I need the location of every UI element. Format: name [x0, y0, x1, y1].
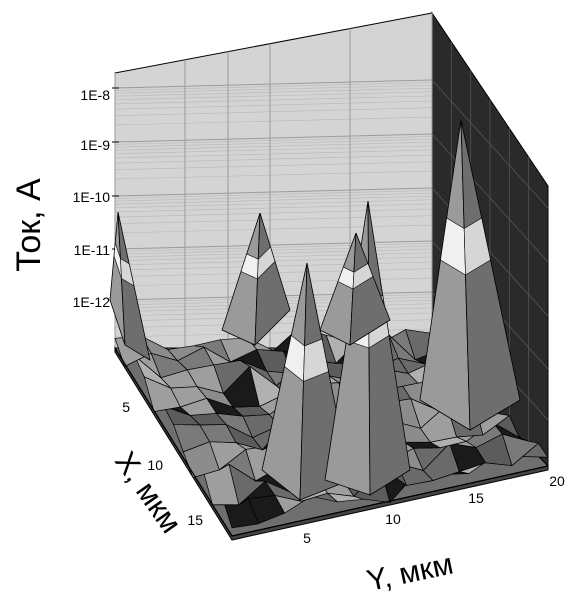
grid-line — [114, 79, 433, 89]
grid-line — [431, 133, 549, 263]
box-edge — [114, 347, 233, 537]
grid-line — [114, 240, 433, 250]
grid-line — [114, 170, 433, 180]
z-tick-label: 1E-10 — [73, 189, 111, 205]
grid-line — [114, 149, 433, 159]
z-axis-title: Ток, А — [10, 178, 48, 272]
grid-line — [114, 133, 433, 143]
peak-highlight — [120, 258, 135, 287]
grid-line — [114, 187, 433, 197]
grid-line — [114, 100, 433, 110]
y-axis-title: Y, мкм — [364, 548, 456, 598]
grid-line — [114, 145, 433, 155]
grid-line — [114, 195, 433, 205]
grid-line — [114, 141, 433, 151]
x-tick-label: 10 — [147, 457, 163, 473]
grid-line — [114, 199, 433, 209]
grid-line — [114, 208, 433, 218]
grid-line — [114, 116, 433, 126]
x-tick-label: 5 — [122, 399, 130, 415]
box-edge — [231, 465, 549, 537]
y-tick-labels: 5 10 15 20 — [303, 473, 565, 546]
back-wall-grid — [112, 13, 549, 447]
y-tick-label: 20 — [549, 473, 565, 489]
z-tick-label: 1E-9 — [80, 137, 110, 153]
grid-line — [114, 243, 433, 252]
grid-line — [114, 138, 433, 148]
grid-line — [114, 154, 433, 164]
z-tick-label: 1E-12 — [73, 294, 111, 310]
grid-line — [114, 91, 433, 101]
grid-line — [114, 84, 433, 94]
peak-highlight — [257, 246, 276, 280]
grid-line — [114, 95, 433, 105]
grid-line — [114, 136, 433, 145]
z-tick-label: 1E-8 — [80, 87, 110, 103]
x-tick-labels: 5 10 15 — [122, 399, 203, 528]
grid-line — [114, 215, 433, 225]
y-tick-label: 15 — [468, 490, 484, 506]
peak-highlight — [303, 338, 329, 382]
peak-highlight — [463, 217, 491, 276]
peak-highlight — [352, 263, 374, 290]
grid-line — [114, 87, 433, 97]
grid-line — [114, 161, 433, 171]
grid-line — [114, 190, 433, 199]
grid-line — [114, 224, 433, 234]
peaks — [109, 119, 549, 537]
grid-line — [114, 107, 433, 117]
grid-line — [114, 248, 433, 258]
grid-line — [431, 79, 549, 209]
grid-line — [114, 203, 433, 213]
x-tick-label: 15 — [187, 512, 203, 528]
grid-line — [114, 192, 433, 202]
y-tick-label: 5 — [303, 530, 311, 546]
z-tick-label: 1E-11 — [74, 242, 111, 258]
grid-line — [114, 245, 433, 255]
z-tick-labels: 1E-8 1E-9 1E-10 1E-11 1E-12 — [73, 87, 111, 310]
y-tick-label: 10 — [385, 511, 401, 527]
grid-line — [114, 82, 433, 91]
